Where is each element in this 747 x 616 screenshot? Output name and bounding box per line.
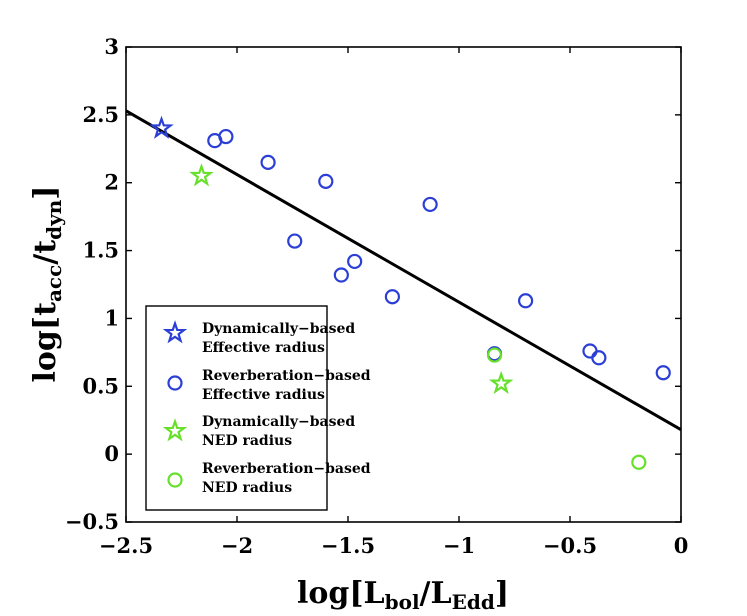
data-point-s1-p12 xyxy=(591,350,607,366)
data-point-s1-p5 xyxy=(333,267,349,283)
data-point-s1-p1 xyxy=(218,128,234,145)
legend-marker-3 xyxy=(167,472,183,488)
y-tick-label: 1.5 xyxy=(82,238,119,263)
y-tick-label: 2 xyxy=(104,170,119,195)
data-point-s1-p11 xyxy=(582,343,598,359)
y-tick-label: 0 xyxy=(104,441,119,466)
x-tick-label: −2.5 xyxy=(99,533,153,558)
legend-label-rev-ned-1: Reverberation−based xyxy=(202,461,371,477)
data-point-s2-p1 xyxy=(488,370,514,394)
data-point-s1-p3 xyxy=(318,173,334,189)
data-point-s1-p6 xyxy=(347,253,363,270)
y-tick-label: 3 xyxy=(104,34,119,59)
legend: Dynamically−based Effective radius Rever… xyxy=(145,305,371,511)
data-point-s3-p1 xyxy=(631,454,647,470)
y-axis-title: log[tacc/tdyn] xyxy=(28,186,66,383)
legend-label-rev-ned-2: NED radius xyxy=(202,480,292,496)
data-point-s1-p2 xyxy=(260,154,276,170)
legend-label-rev-eff-2: Effective radius xyxy=(202,387,325,403)
legend-label-dyn-eff-2: Effective radius xyxy=(202,340,325,356)
y-tick-label: 0.5 xyxy=(82,373,119,398)
x-tick-label: −1 xyxy=(443,533,475,558)
legend-label-dyn-eff-1: Dynamically−based xyxy=(202,321,355,337)
data-point-s0-p0 xyxy=(149,115,174,139)
legend-box xyxy=(145,305,328,511)
data-point-s1-p7 xyxy=(384,289,400,305)
plot-frame xyxy=(125,46,682,523)
legend-marker-0 xyxy=(162,320,188,344)
data-point-s3-p0 xyxy=(486,347,503,363)
legend-marker-1 xyxy=(167,375,183,391)
data-point-s1-p8 xyxy=(422,196,438,213)
y-tick-label: 1 xyxy=(104,305,119,330)
y-tick-label: 2.5 xyxy=(82,102,119,127)
x-tick-label: −1.5 xyxy=(321,533,375,558)
x-tick-label: 0 xyxy=(674,533,689,558)
data-point-s1-p13 xyxy=(655,365,671,381)
y-tick-label: −0.5 xyxy=(65,509,119,534)
data-point-s1-p10 xyxy=(517,293,534,309)
data-point-s1-p4 xyxy=(287,233,303,249)
legend-label-dyn-ned-1: Dynamically−based xyxy=(202,414,355,430)
legend-marker-2 xyxy=(162,418,188,442)
legend-label-rev-eff-1: Reverberation−based xyxy=(202,368,371,384)
x-axis-title: log[Lbol/LEdd] xyxy=(297,576,509,614)
legend-label-dyn-ned-2: NED radius xyxy=(202,433,292,449)
fit-line xyxy=(125,109,682,432)
x-tick-label: −0.5 xyxy=(543,533,597,558)
data-point-s2-p0 xyxy=(189,163,214,187)
x-tick-label: −2 xyxy=(221,533,253,558)
